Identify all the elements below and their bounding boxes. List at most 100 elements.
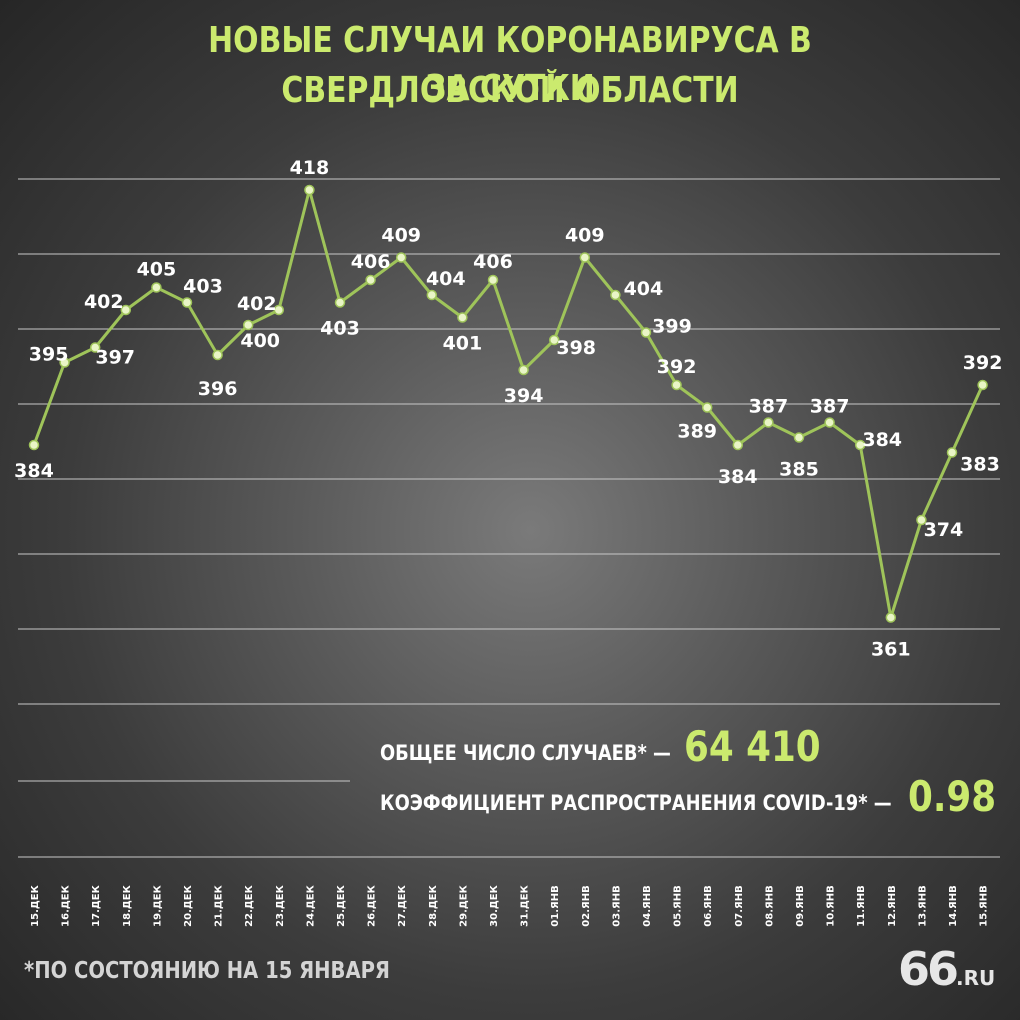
x-tick-label: 17.ДЕК <box>91 884 102 926</box>
x-tick-label: 22.ДЕК <box>244 884 255 926</box>
x-tick-label: 11.ЯНВ <box>856 885 867 926</box>
x-tick-label: 21.ДЕК <box>214 884 225 926</box>
data-label: 405 <box>137 259 177 281</box>
data-point <box>793 432 805 443</box>
data-points <box>28 184 988 623</box>
series-line <box>32 188 984 619</box>
total-cases-value: 64 410 <box>684 722 821 771</box>
data-point <box>89 342 101 353</box>
spread-coefficient-label: КОЭФФИЦИЕНТ РАСПРОСТРАНЕНИЯ COVID-19* — <box>380 791 892 815</box>
data-point <box>916 514 927 526</box>
data-label: 394 <box>504 385 544 407</box>
data-point <box>671 379 682 391</box>
data-point <box>824 417 835 428</box>
x-tick-label: 31.ДЕК <box>520 884 531 926</box>
data-label: 384 <box>14 460 54 482</box>
data-label: 383 <box>960 454 1000 476</box>
data-label: 384 <box>718 466 758 488</box>
x-tick-label: 18.ДЕК <box>122 884 133 926</box>
x-tick-label: 01.ЯНВ <box>550 885 561 926</box>
x-tick-label: 13.ЯНВ <box>917 885 928 926</box>
data-label: 406 <box>473 251 513 273</box>
logo-domain: .RU <box>956 966 996 990</box>
data-label: 374 <box>924 519 964 541</box>
x-axis-tick-labels: 15.ДЕК 16.ДЕК 17.ДЕК 18.ДЕК 19.ДЕК 20.ДЕК 21.Д… <box>30 884 990 926</box>
series-line-layer <box>32 188 984 619</box>
data-point <box>395 252 407 263</box>
data-point <box>212 349 223 361</box>
data-point <box>640 327 652 338</box>
data-point <box>120 304 132 316</box>
total-cases-label: ОБЩЕЕ ЧИСЛО СЛУЧАЕВ* — <box>380 741 671 765</box>
data-label: 392 <box>963 352 1003 374</box>
x-tick-label: 07.ЯНВ <box>734 885 745 926</box>
x-tick-label: 04.ЯНВ <box>642 885 653 926</box>
data-label: 400 <box>240 330 280 352</box>
data-point <box>946 447 958 458</box>
x-tick-label: 24.ДЕК <box>305 884 316 926</box>
data-point <box>151 282 162 293</box>
data-point <box>579 252 591 263</box>
x-tick-label: 23.ДЕК <box>275 884 286 926</box>
chart-title-line-1: НОВЫЕ СЛУЧАИ КОРОНАВИРУСА В СВЕРДЛОВСКОЙ… <box>208 20 812 111</box>
data-label: 402 <box>84 291 124 313</box>
data-label: 399 <box>652 316 692 338</box>
x-tick-label: 27.ДЕК <box>397 884 408 926</box>
x-tick-label: 20.ДЕК <box>183 884 194 926</box>
data-point <box>732 439 744 451</box>
x-tick-label: 03.ЯНВ <box>611 885 622 926</box>
data-point <box>977 379 988 391</box>
data-point <box>763 417 774 428</box>
data-point <box>854 439 866 451</box>
x-tick-label: 14.ЯНВ <box>948 885 959 926</box>
data-label: 397 <box>95 347 135 369</box>
x-tick-label: 02.ЯНВ <box>581 885 592 926</box>
data-label: 389 <box>677 421 717 443</box>
data-point <box>548 334 560 346</box>
data-label: 409 <box>381 225 421 247</box>
data-point <box>181 297 193 308</box>
data-label: 398 <box>556 337 596 359</box>
publisher-logo: 66.RU <box>898 942 995 996</box>
data-point <box>304 184 315 196</box>
data-point <box>457 312 468 323</box>
chart-title-line-2: ЗА СУТКИ <box>425 68 595 109</box>
data-point <box>885 612 897 623</box>
x-tick-label: 12.ЯНВ <box>887 885 898 926</box>
data-label: 402 <box>237 293 277 315</box>
x-tick-label: 28.ДЕК <box>428 884 439 926</box>
data-label: 406 <box>351 251 391 273</box>
logo-number: 66 <box>898 942 959 996</box>
data-label: 392 <box>657 356 697 378</box>
data-label: 385 <box>779 459 819 481</box>
x-tick-label: 15.ДЕК <box>30 884 41 926</box>
data-point <box>59 357 70 368</box>
x-tick-label: 09.ЯНВ <box>795 885 806 926</box>
data-label: 403 <box>183 276 223 298</box>
data-label: 409 <box>565 225 605 247</box>
x-tick-label: 25.ДЕК <box>336 884 347 926</box>
data-point <box>334 297 346 308</box>
footnote: *ПО СОСТОЯНИЮ НА 15 ЯНВАРЯ <box>24 958 390 984</box>
data-label: 404 <box>426 268 466 290</box>
x-tick-label: 26.ДЕК <box>367 884 378 926</box>
x-tick-label: 06.ЯНВ <box>703 885 714 926</box>
data-label: 401 <box>443 333 483 355</box>
x-tick-label: 29.ДЕК <box>458 884 469 926</box>
x-tick-label: 16.ДЕК <box>61 884 72 926</box>
data-point <box>242 319 254 331</box>
data-point <box>610 289 621 301</box>
data-label: 384 <box>862 429 902 451</box>
data-point <box>28 439 40 451</box>
data-label: 361 <box>871 639 911 661</box>
x-tick-label: 10.ЯНВ <box>826 885 837 926</box>
data-label: 396 <box>198 378 238 400</box>
data-label: 404 <box>624 278 664 300</box>
data-point <box>365 274 376 286</box>
data-label: 403 <box>320 318 360 340</box>
data-point <box>701 402 713 413</box>
x-tick-label: 19.ДЕК <box>152 884 163 926</box>
x-tick-label: 08.ЯНВ <box>764 885 775 926</box>
